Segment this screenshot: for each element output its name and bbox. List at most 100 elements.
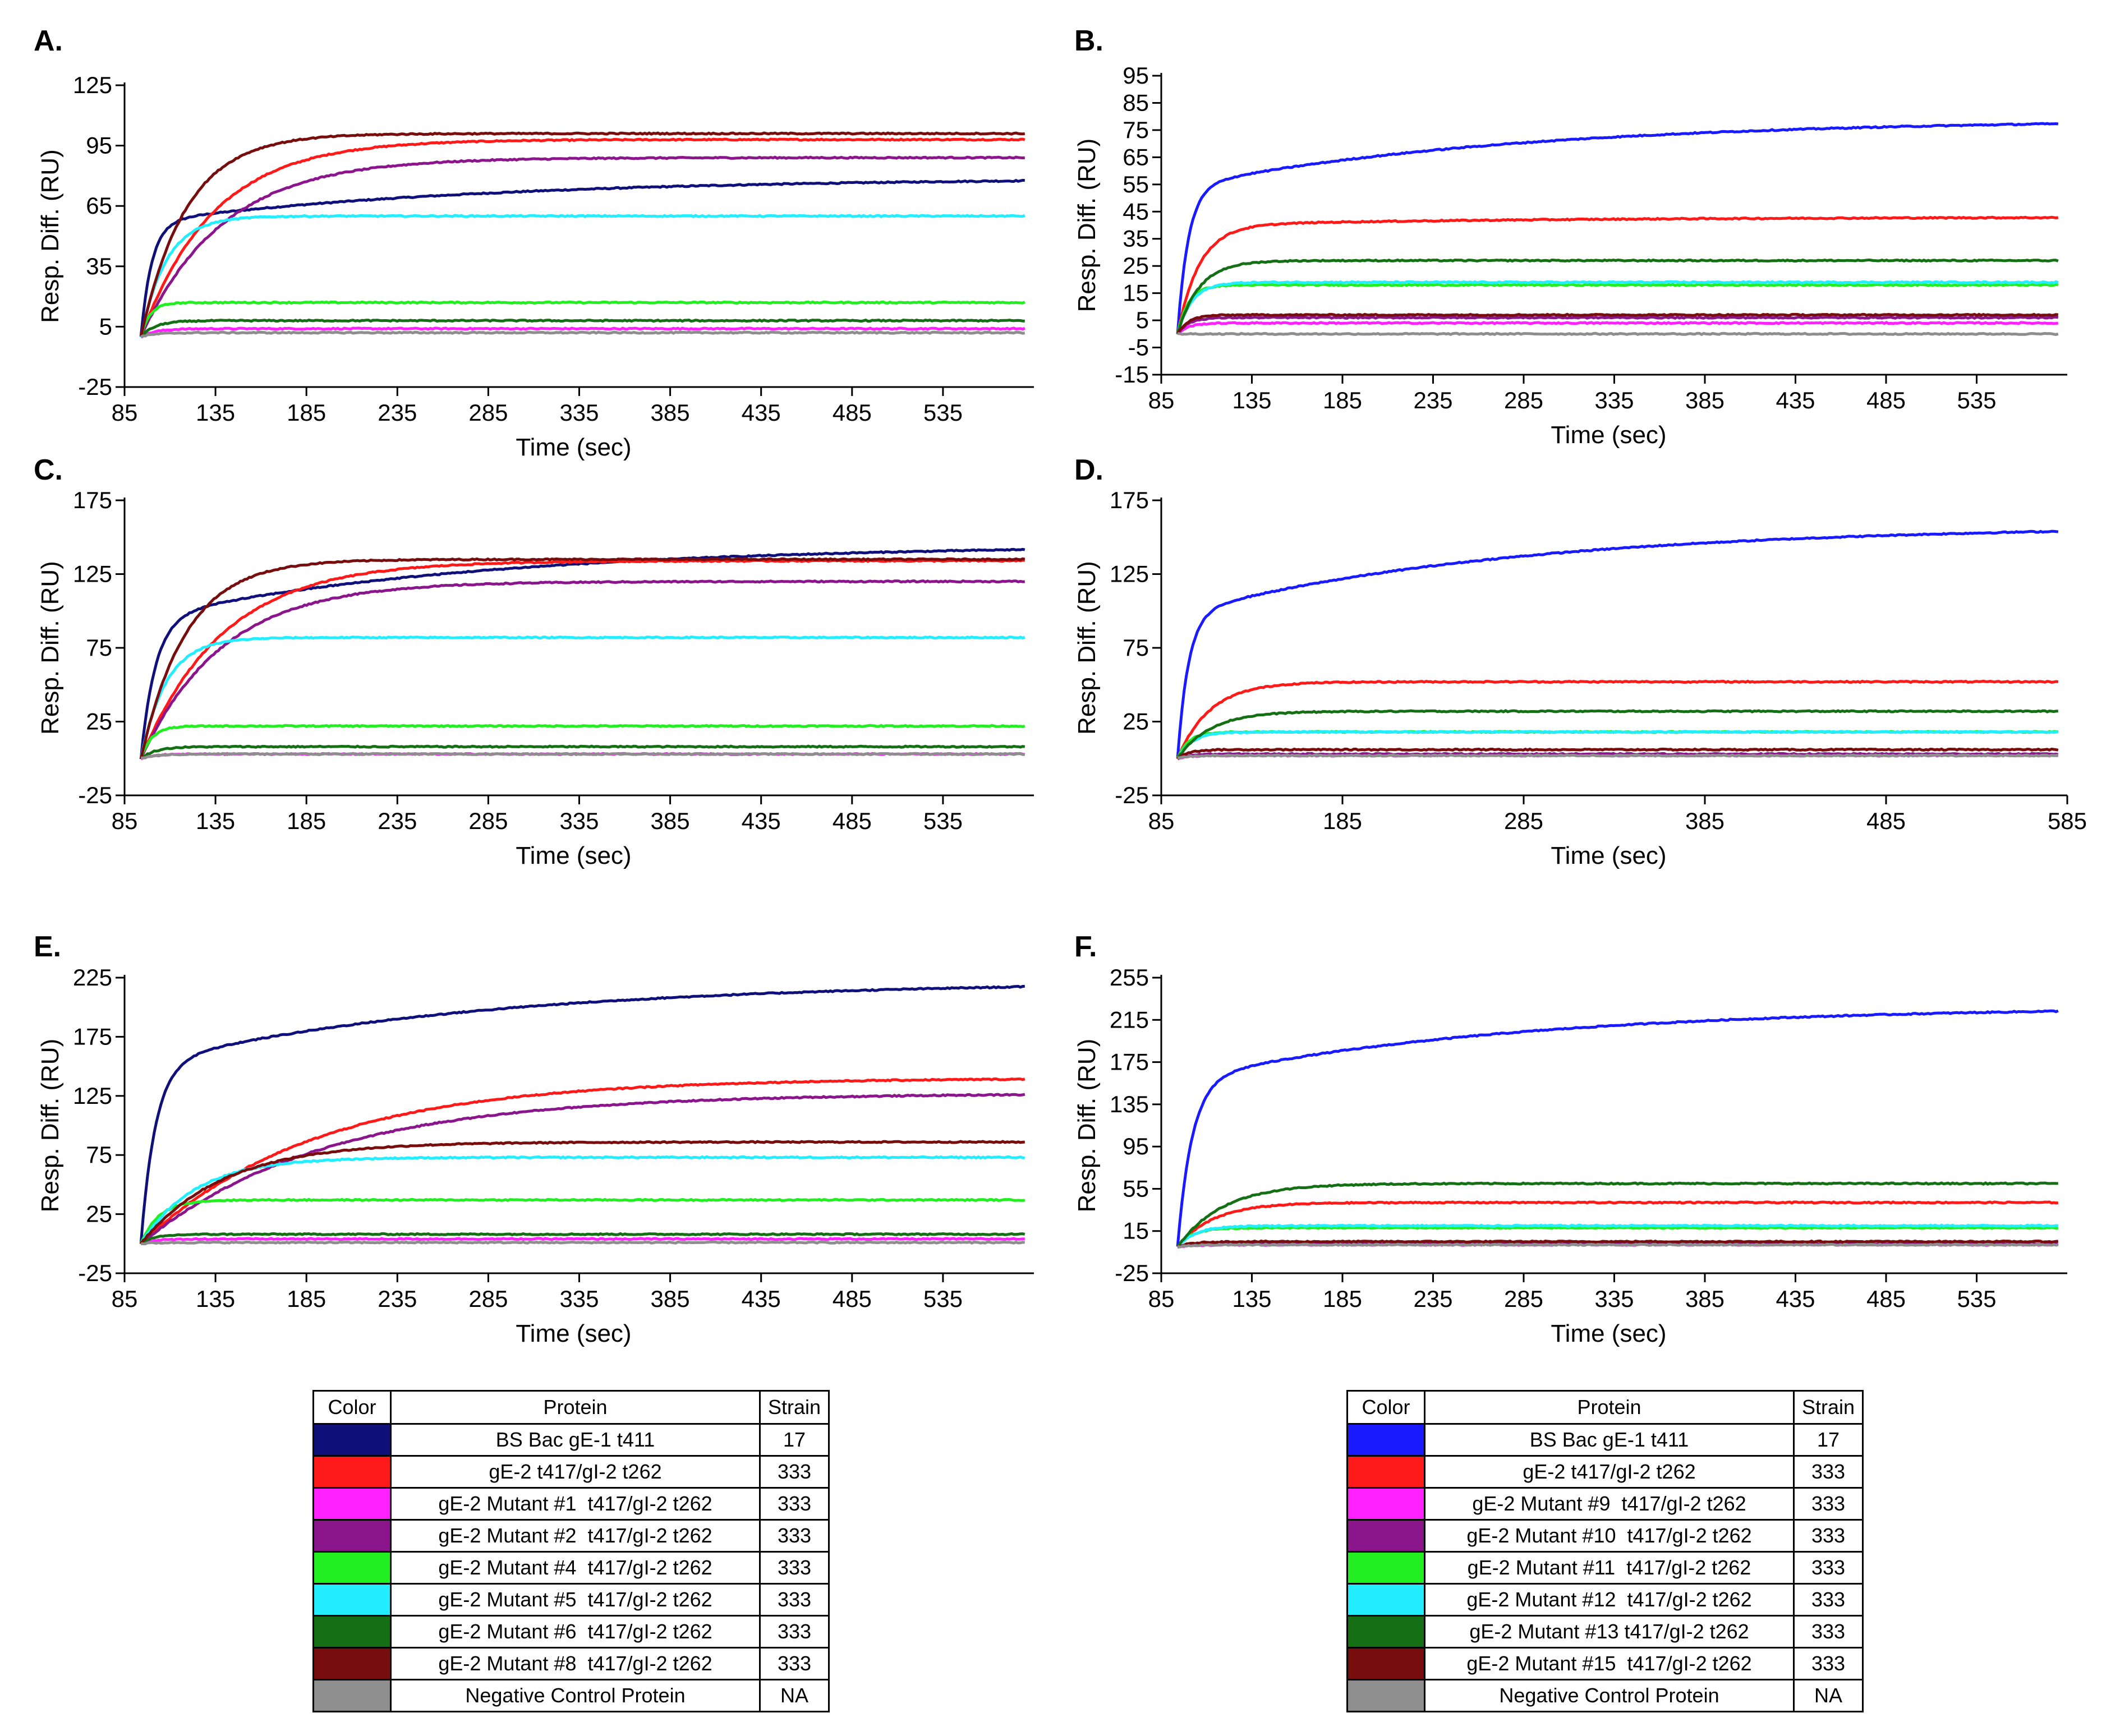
x-tick-label: 285 <box>468 1286 508 1312</box>
legend-row: gE-2 Mutant #11 t417/gI-2 t262 333 <box>1346 1551 1864 1585</box>
legend-protein-name: BS Bac gE-1 t411 <box>1424 1423 1795 1457</box>
legend-color-cell <box>312 1423 392 1457</box>
series-line <box>1176 1223 2059 1248</box>
legend-row: BS Bac gE-1 t411 17 <box>312 1423 830 1457</box>
series-line <box>139 155 1025 338</box>
y-tick-label: 75 <box>86 634 112 661</box>
series-line <box>140 326 1025 339</box>
legend-color-swatch <box>1348 1457 1424 1487</box>
legend-row: gE-2 Mutant #2 t417/gI-2 t262 333 <box>312 1519 830 1553</box>
x-tick-label: 285 <box>468 399 508 426</box>
legend-header-row: Color Protein Strain <box>1346 1390 1864 1425</box>
legend-color-cell <box>1346 1615 1425 1648</box>
series-line <box>1176 122 2059 334</box>
series-line <box>1177 331 2059 337</box>
legend-color-cell <box>312 1647 392 1680</box>
legend-strain: 333 <box>759 1455 830 1489</box>
x-tick-label: 285 <box>1504 808 1543 834</box>
y-tick-label: -25 <box>78 374 112 400</box>
x-tick-label: 185 <box>1323 1286 1362 1312</box>
series-line <box>1176 315 2059 335</box>
legend-header-row: Color Protein Strain <box>312 1390 830 1425</box>
legend-rows: BS Bac gE-1 t411 17 gE-2 t417/gI-2 t262 333… <box>312 1423 830 1712</box>
legend-color-swatch <box>1348 1553 1424 1583</box>
y-tick-label: 175 <box>73 1023 112 1049</box>
series-line <box>140 1077 1025 1245</box>
x-tick-label: 485 <box>1866 1286 1906 1312</box>
y-tick-label: 35 <box>1123 225 1149 252</box>
legend-protein-name: gE-2 t417/gI-2 t262 <box>390 1455 761 1489</box>
x-tick-label: 185 <box>287 808 326 834</box>
legend-color-cell <box>312 1487 392 1521</box>
y-tick-label: 95 <box>1123 1133 1149 1159</box>
legend-color-cell <box>1346 1519 1425 1553</box>
x-tick-label: 485 <box>833 1286 872 1312</box>
series-line <box>139 300 1025 337</box>
series-line <box>1176 321 2059 335</box>
legend-protein-name: gE-2 Mutant #2 t417/gI-2 t262 <box>390 1519 761 1553</box>
y-tick-label: 5 <box>99 313 112 339</box>
series-line <box>139 557 1025 759</box>
chart-panel-e: E. -25 25 75 125 175 225 85 135 185 235 285 335 385 43… <box>34 931 1034 1347</box>
y-tick-label: 75 <box>1123 634 1149 661</box>
x-tick-label: 135 <box>1232 1286 1271 1312</box>
series-line <box>1176 709 2058 759</box>
legend-color-cell <box>1346 1487 1425 1521</box>
y-tick-label: -25 <box>1115 1260 1149 1286</box>
x-tick-label: 85 <box>1148 1286 1175 1312</box>
x-tick-label: 335 <box>559 1286 599 1312</box>
y-tick-label: 175 <box>1110 487 1149 513</box>
legend-strain: NA <box>759 1679 830 1712</box>
x-tick-label: 435 <box>1776 387 1815 413</box>
legend-strain: NA <box>1793 1679 1864 1712</box>
legend-strain: 333 <box>1793 1583 1864 1617</box>
x-tick-label: 535 <box>923 399 963 426</box>
legend-color-swatch <box>314 1489 390 1519</box>
chart-panel-c: C. -25 25 75 125 175 85 135 185 235 285 335 385 435 48… <box>34 454 1034 869</box>
legend-color-swatch <box>1348 1425 1424 1455</box>
legend-header-protein: Protein <box>390 1390 761 1425</box>
legend-strain: 333 <box>759 1615 830 1648</box>
y-tick-label: -15 <box>1115 361 1149 388</box>
x-tick-label: 485 <box>833 808 872 834</box>
series-line <box>140 318 1025 338</box>
y-axis-title: Resp. Diff. (RU) <box>36 1039 64 1213</box>
series-line <box>1176 312 2059 335</box>
series-line <box>1176 1226 2058 1248</box>
x-tick-label: 535 <box>1957 387 1996 413</box>
y-tick-label: 95 <box>1123 62 1149 89</box>
series-line <box>140 1140 1025 1245</box>
legend-row: gE-2 Mutant #8 t417/gI-2 t262 333 <box>312 1647 830 1680</box>
series-line <box>140 330 1025 338</box>
legend-color-swatch <box>1348 1585 1424 1615</box>
y-axis-title: Resp. Diff. (RU) <box>36 561 64 735</box>
y-tick-label: 55 <box>1123 171 1149 197</box>
series-line <box>1176 258 2059 334</box>
legend-color-swatch <box>314 1585 390 1615</box>
legend-strain: 333 <box>759 1519 830 1553</box>
series-line <box>1176 280 2059 335</box>
x-tick-label: 135 <box>196 399 235 426</box>
legend-protein-name: gE-2 Mutant #9 t417/gI-2 t262 <box>1424 1487 1795 1521</box>
legend-table-left: Color Protein Strain BS Bac gE-1 t411 17 g… <box>312 1390 830 1712</box>
y-tick-label: 125 <box>73 561 112 587</box>
x-tick-label: 485 <box>1866 387 1906 413</box>
series-line <box>1176 1009 2059 1247</box>
series-line <box>1176 529 2059 758</box>
x-tick-label: 485 <box>1866 808 1906 834</box>
legend-color-swatch <box>314 1617 390 1647</box>
y-tick-label: 125 <box>1110 561 1149 587</box>
legend-color-cell <box>1346 1455 1425 1489</box>
series-line <box>139 214 1025 338</box>
series-line <box>140 1232 1025 1245</box>
x-tick-label: 235 <box>1413 1286 1452 1312</box>
x-tick-label: 535 <box>1957 1286 1996 1312</box>
y-axis-title: Resp. Diff. (RU) <box>1073 561 1101 735</box>
series-line <box>139 178 1025 337</box>
x-tick-label: 285 <box>1504 387 1543 413</box>
x-axis-title: Time (sec) <box>1551 1320 1666 1347</box>
x-tick-label: 235 <box>378 1286 417 1312</box>
x-tick-label: 435 <box>742 808 781 834</box>
legend-color-cell <box>312 1583 392 1617</box>
x-axis-title: Time (sec) <box>1551 842 1666 869</box>
